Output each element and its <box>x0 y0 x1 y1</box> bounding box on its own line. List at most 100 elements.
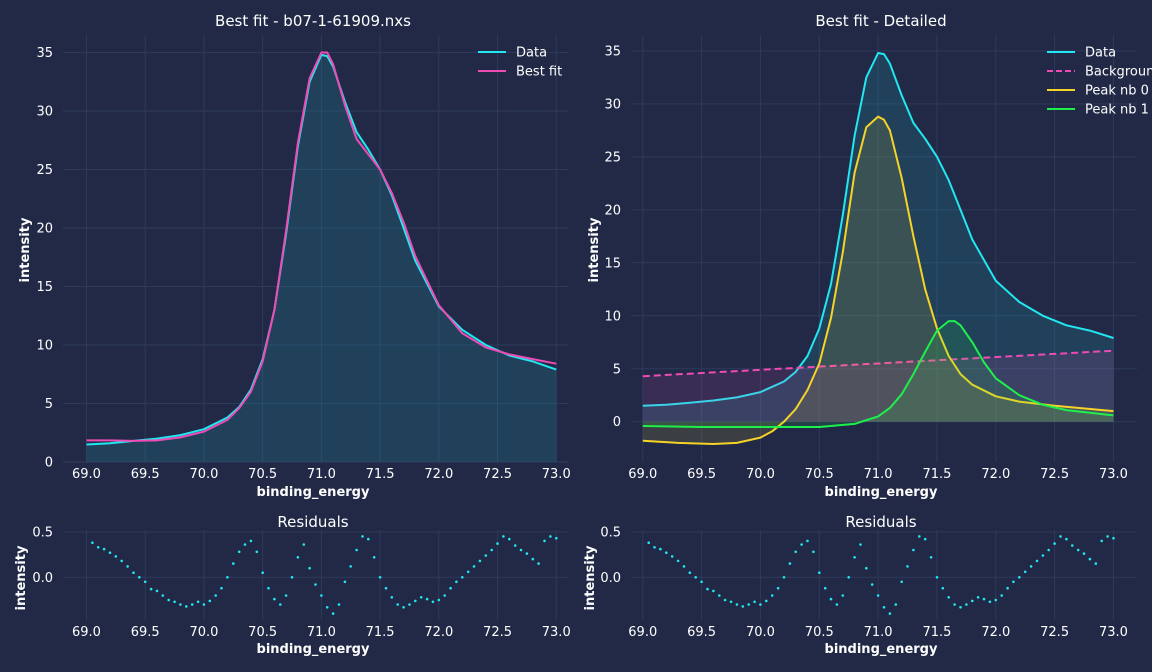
x-tick-label: 72.5 <box>1040 467 1069 482</box>
y-tick-label: 30 <box>36 105 53 120</box>
x-axis-label: binding_energy <box>257 485 370 500</box>
x-tick-label: 69.0 <box>72 467 101 482</box>
x-tick-label: 71.0 <box>307 625 336 640</box>
residual-point <box>132 571 135 574</box>
residual-point <box>273 597 276 601</box>
residual-point <box>712 589 715 593</box>
y-tick-label: 10 <box>36 339 53 354</box>
residual-point <box>729 600 733 604</box>
x-tick-label: 72.0 <box>424 625 453 640</box>
residual-point <box>408 603 411 606</box>
residual-point <box>543 539 546 543</box>
residual-point <box>91 541 94 544</box>
residual-point <box>525 552 529 555</box>
grid <box>631 35 1137 462</box>
residual-point <box>249 539 253 543</box>
x-tick-label: 70.5 <box>805 467 834 482</box>
residual-point <box>331 612 335 615</box>
residual-point <box>202 603 206 606</box>
y-tick-label: 0 <box>45 456 53 471</box>
residual-point <box>647 541 650 544</box>
residual-point <box>1094 562 1098 565</box>
y-axis-label: intensity <box>14 545 29 610</box>
legend-label: Peak nb 1 <box>1085 103 1149 118</box>
grid <box>63 35 568 463</box>
series-0-points <box>91 535 558 615</box>
y-tick-label: 0 <box>613 415 621 430</box>
residual-point <box>243 543 247 546</box>
series-data-line <box>642 52 1114 407</box>
x-axis-label: binding_energy <box>257 642 370 657</box>
residual-point <box>1053 542 1056 545</box>
residual-point <box>882 606 886 609</box>
residual-point <box>665 551 668 554</box>
residual-point <box>173 600 176 604</box>
residual-point <box>513 544 517 547</box>
x-tick-label: 71.0 <box>307 467 336 482</box>
residual-point <box>788 562 792 565</box>
residual-point <box>1100 539 1103 543</box>
residual-point <box>284 594 288 597</box>
residual-point <box>502 535 505 538</box>
series-peak-nb-0-line <box>642 115 1114 445</box>
residual-point <box>982 597 986 601</box>
x-tick-label: 69.5 <box>131 467 160 482</box>
residual-point <box>912 548 915 552</box>
y-tick-label: 5 <box>613 362 621 377</box>
residual-point <box>220 586 223 590</box>
residual-point <box>841 594 845 597</box>
residual-point <box>496 542 499 545</box>
residual-point <box>143 580 147 584</box>
residual-point <box>971 599 974 603</box>
y-axis-label: intensity <box>18 217 33 282</box>
residual-point <box>484 554 488 557</box>
residual-point <box>314 583 317 586</box>
residual-point <box>1018 576 1021 579</box>
x-tick-label: 69.0 <box>628 625 657 640</box>
residual-point <box>753 600 756 604</box>
residual-point <box>1106 535 1109 538</box>
residual-point <box>694 576 697 579</box>
chart-title-residuals-left: Residuals <box>277 513 348 531</box>
residual-point <box>847 576 850 579</box>
y-axis-label: intensity <box>587 217 602 282</box>
y-tick-label: 0.0 <box>600 571 621 586</box>
residual-point <box>676 559 680 563</box>
residual-point <box>941 586 945 590</box>
residual-point <box>208 599 212 603</box>
x-tick-label: 73.0 <box>542 625 571 640</box>
residual-point <box>723 598 727 602</box>
residual-point <box>1112 536 1115 540</box>
residual-point <box>455 580 458 584</box>
x-tick-label: 69.0 <box>628 467 657 482</box>
residual-point <box>149 587 153 591</box>
residual-point <box>682 565 686 568</box>
y-tick-label: 25 <box>36 163 53 178</box>
series-peak-nb-0-area <box>642 116 1114 444</box>
series-peak-nb-1-line <box>642 320 1114 428</box>
residual-point <box>308 566 311 570</box>
y-tick-label: 15 <box>36 280 53 295</box>
residual-point <box>372 556 376 559</box>
x-tick-label: 73.0 <box>1099 467 1128 482</box>
residual-point <box>947 596 950 599</box>
y-tick-label: 5 <box>45 397 53 412</box>
residual-point <box>138 576 141 579</box>
residual-point <box>935 576 939 579</box>
residual-point <box>290 576 294 579</box>
residual-point <box>419 596 423 599</box>
y-tick-label: 0.0 <box>32 571 53 586</box>
residual-point <box>114 555 118 558</box>
x-axis-label: binding_energy <box>825 485 938 500</box>
series-data-area <box>86 54 557 463</box>
x-tick-label: 73.0 <box>542 467 571 482</box>
residual-point <box>443 594 447 597</box>
residual-point <box>232 562 235 565</box>
residual-point <box>800 543 803 546</box>
residual-point <box>325 606 329 609</box>
y-tick-label: 20 <box>36 222 53 237</box>
residual-point <box>688 571 692 574</box>
residual-point <box>876 594 880 597</box>
residual-point <box>355 548 358 552</box>
